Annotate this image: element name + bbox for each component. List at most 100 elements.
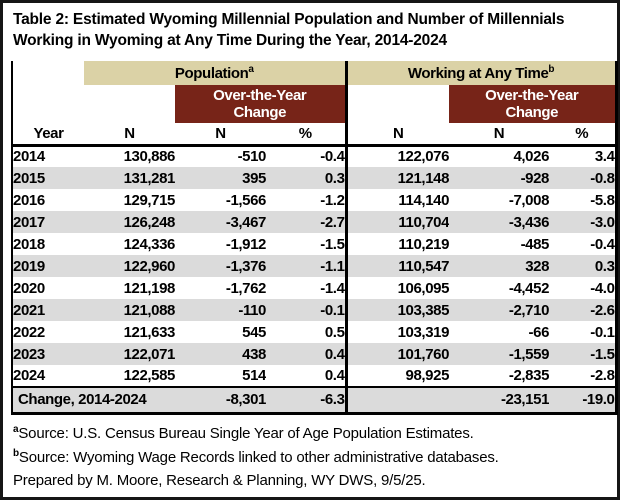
- year-cell: 2021: [12, 299, 84, 321]
- table-row-2022: 2022 121,633 545 0.5 103,319 -66 -0.1: [12, 321, 616, 343]
- summary-pop-change-pct-cell: -6.3: [266, 386, 347, 413]
- pop-chg-pct-cell: 0.5: [324, 323, 345, 341]
- pop-n-cell: 124,336: [123, 235, 175, 253]
- work-chg-pct-cell: -4.0: [590, 279, 615, 297]
- population-group-header: Populationa: [84, 61, 347, 85]
- table-row-2015: 2015 131,281 395 0.3 121,148 -928 -0.8: [12, 167, 617, 189]
- pop-chg-pct-cell: 0.4: [324, 367, 345, 384]
- pop-chg-pct-cell: -2.7: [266, 211, 347, 233]
- work-n-cell: 106,095: [344, 277, 450, 299]
- summary-work-change-pct-cell: -19.0: [549, 386, 617, 413]
- pop-n-cell: 126,248: [84, 211, 175, 233]
- work-n-cell: 98,925: [344, 365, 450, 387]
- pop-n-column-header: N: [84, 123, 175, 147]
- work-chg-pct-cell: -5.8: [590, 191, 615, 209]
- work-chg-n-cell: -4,452: [508, 279, 550, 297]
- pop-chg-n-cell: 545: [242, 323, 266, 341]
- prepared-by-note: Prepared by M. Moore, Research & Plannin…: [13, 472, 426, 489]
- pop-n-cell: 122,071: [84, 343, 175, 365]
- pop-n-cell: 121,088: [84, 299, 175, 321]
- table-row-2020: 2020 121,198 -1,762 -1.4 106,095 -4,452 -4.0: [12, 277, 616, 299]
- blank-cell: [12, 85, 84, 123]
- work-change-n-column-header: N: [449, 123, 550, 147]
- work-n-cell: 110,219: [344, 233, 450, 255]
- work-chg-pct-cell: -2.6: [549, 299, 617, 321]
- table-body: 2014 130,886 -510 -0.4 122,076 4,026 3.4 2015 13…: [12, 145, 617, 387]
- year-cell: 2018: [13, 235, 45, 253]
- pop-n-cell: 121,198: [123, 279, 175, 297]
- year-cell: 2024: [13, 367, 45, 384]
- table-row-2017: 2017 126,248 -3,467 -2.7 110,704 -3,436 -3.0: [12, 211, 617, 233]
- pop-n-cell: 131,281: [84, 167, 175, 189]
- pop-n-cell: 122,585: [123, 367, 175, 384]
- pop-chg-n-cell: 514: [242, 367, 266, 384]
- blank-cell: [12, 61, 84, 85]
- work-chg-n-cell: 328: [449, 255, 550, 277]
- summary-label-cell: Change, 2014-2024: [12, 386, 175, 413]
- working-group-header: Working at Any Timeb: [344, 61, 617, 85]
- pop-chg-n-cell: -1,762: [225, 279, 266, 297]
- table-row-2023: 2023 122,071 438 0.4 101,760 -1,559 -1.5: [12, 343, 617, 365]
- pop-chg-pct-cell: -1.5: [320, 235, 345, 253]
- column-header-row: Year N N % N N %: [12, 123, 617, 147]
- pop-chg-n-cell: 438: [175, 343, 266, 365]
- work-chg-pct-cell: -0.4: [590, 235, 615, 253]
- footnote-a: aSource: U.S. Census Bureau Single Year …: [13, 424, 474, 443]
- pop-chg-pct-cell: 0.4: [266, 343, 347, 365]
- work-chg-n-cell: -1,559: [449, 343, 550, 365]
- pop-chg-n-cell: 395: [175, 167, 266, 189]
- pop-chg-pct-cell: -0.1: [266, 299, 347, 321]
- pop-chg-n-cell: -1,566: [225, 191, 266, 209]
- work-chg-pct-cell: -3.0: [549, 211, 617, 233]
- pop-n-cell: 122,960: [84, 255, 175, 277]
- pop-chg-n-cell: -3,467: [175, 211, 266, 233]
- pop-n-cell: 129,715: [123, 191, 175, 209]
- work-chg-pct-cell: 0.3: [549, 255, 617, 277]
- footnotes: aSource: U.S. Census Bureau Single Year …: [13, 422, 613, 493]
- work-n-cell: 110,704: [344, 211, 450, 233]
- summary-pop-change-n-cell: -8,301: [175, 386, 266, 413]
- pop-chg-pct-cell: 0.3: [266, 167, 347, 189]
- work-chg-n-cell: -2,835: [508, 367, 550, 384]
- pop-change-pct-column-header: %: [266, 123, 347, 147]
- table-title-line1: Table 2: Estimated Wyoming Millennial Po…: [13, 11, 565, 28]
- footnote-b: bSource: Wyoming Wage Records linked to …: [13, 447, 499, 466]
- work-chg-n-cell: -66: [528, 323, 550, 341]
- work-chg-n-cell: -485: [520, 235, 550, 253]
- table-title: Table 2: Estimated Wyoming Millennial Po…: [13, 10, 613, 52]
- work-chg-pct-cell: -0.8: [549, 167, 617, 189]
- work-chg-n-cell: -7,008: [508, 191, 550, 209]
- pop-chg-n-cell: -1,376: [175, 255, 266, 277]
- work-n-cell: 103,385: [344, 299, 450, 321]
- pop-change-n-column-header: N: [175, 123, 266, 147]
- table-row-2024: 2024 122,585 514 0.4 98,925 -2,835 -2.8: [12, 365, 616, 387]
- table-row-2018: 2018 124,336 -1,912 -1.5 110,219 -485 -0.4: [12, 233, 616, 255]
- work-chg-pct-cell: -0.1: [590, 323, 615, 341]
- millennial-population-table: Populationa Working at Any Timeb Over-th…: [11, 61, 618, 415]
- pop-chg-n-cell: -510: [237, 148, 266, 166]
- year-cell: 2022: [13, 323, 45, 341]
- year-column-header: Year: [12, 123, 84, 147]
- year-cell: 2023: [12, 343, 84, 365]
- work-n-cell: 122,076: [344, 145, 450, 167]
- population-otc-change-header: Over-the-Year Change: [175, 85, 347, 123]
- year-cell: 2019: [12, 255, 84, 277]
- work-n-cell: 103,319: [344, 321, 450, 343]
- work-chg-n-cell: -3,436: [449, 211, 550, 233]
- pop-chg-n-cell: -1,912: [225, 235, 266, 253]
- work-n-column-header: N: [344, 123, 450, 147]
- year-cell: 2015: [12, 167, 84, 189]
- work-chg-n-cell: -928: [449, 167, 550, 189]
- table-title-line2: Working in Wyoming at Any Time During th…: [13, 31, 447, 49]
- work-n-cell: 121,148: [344, 167, 450, 189]
- pop-n-cell: 130,886: [123, 148, 175, 166]
- group-header-row: Populationa Working at Any Timeb: [12, 61, 617, 85]
- work-chg-n-cell: -2,710: [449, 299, 550, 321]
- summary-row: Change, 2014-2024 -8,301 -6.3 -23,151 -1…: [12, 386, 617, 413]
- pop-chg-n-cell: -110: [175, 299, 266, 321]
- table-row-2019: 2019 122,960 -1,376 -1.1 110,547 328 0.3: [12, 255, 617, 277]
- footnote-marker-b: b: [548, 63, 555, 75]
- subgroup-header-row: Over-the-Year Change Over-the-Year Chang…: [12, 85, 617, 123]
- blank-cell: [344, 85, 450, 123]
